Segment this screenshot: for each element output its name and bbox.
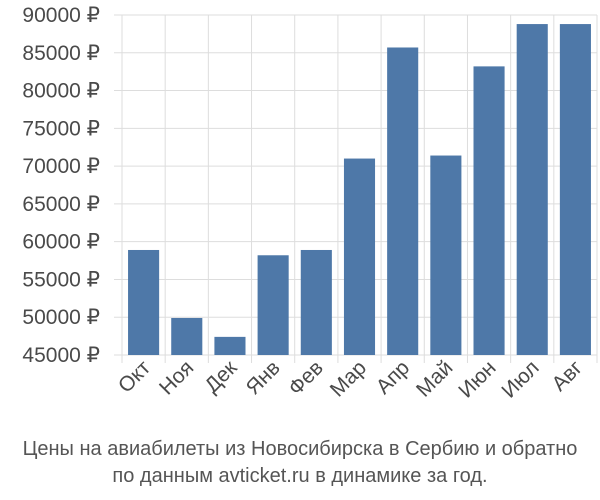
y-tick-label: 45000 ₽ [22, 344, 100, 367]
y-tick-label: 75000 ₽ [22, 117, 100, 140]
y-axis-tick-labels: 45000 ₽ 50000 ₽ 55000 ₽ 60000 ₽ 65000 ₽ 70000… [22, 4, 100, 367]
x-tick-label: Янв [242, 356, 285, 399]
x-tick-label: Апр [372, 356, 414, 398]
bar-9 [516, 24, 548, 356]
chart-caption-line-2: по данным avticket.ru в динамике за год. [112, 465, 487, 487]
x-tick-label: Июн [454, 356, 500, 402]
bar-0 [128, 249, 160, 355]
bar-7 [430, 155, 462, 355]
y-tick-label: 50000 ₽ [22, 306, 100, 329]
y-tick-label: 60000 ₽ [22, 231, 100, 254]
bar-2 [214, 336, 246, 355]
x-tick-label: Мар [326, 356, 371, 401]
x-tick-label: Дек [200, 356, 242, 398]
y-tick-label: 65000 ₽ [22, 193, 100, 216]
bar-5 [343, 158, 376, 355]
chart-caption-line-1: Цены на авиабилеты из Новосибирска в Сер… [23, 438, 578, 460]
y-tick-label: 85000 ₽ [22, 42, 100, 65]
x-tick-label: Фев [284, 356, 328, 400]
bar-4 [300, 249, 332, 355]
y-tick-label: 90000 ₽ [22, 4, 100, 27]
y-tick-label: 70000 ₽ [22, 155, 100, 178]
y-tick-label: 55000 ₽ [22, 268, 100, 291]
x-tick-label: Май [412, 356, 457, 401]
x-tick-label: Июл [497, 356, 543, 402]
bars [128, 24, 591, 356]
x-tick-label: Ноя [155, 356, 198, 399]
x-tick-label: Окт [114, 356, 156, 398]
bar-3 [257, 255, 289, 355]
bar-10 [559, 24, 591, 356]
bar-6 [387, 47, 419, 355]
y-tick-label: 80000 ₽ [22, 80, 100, 103]
bar-1 [171, 317, 203, 355]
bar-8 [473, 66, 505, 355]
